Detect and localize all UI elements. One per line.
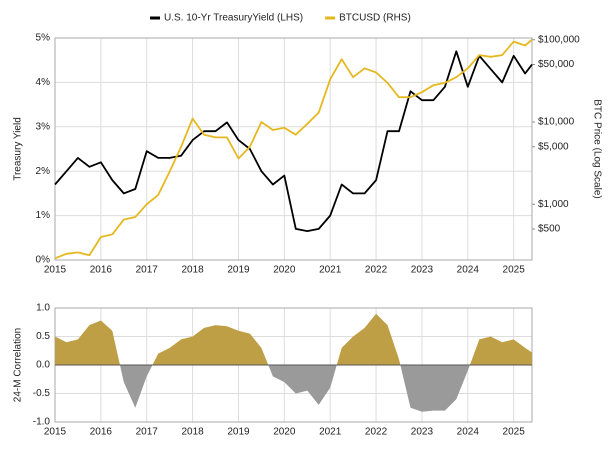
x-tick-label: 2023 bbox=[411, 265, 434, 276]
x-tick-label: 2024 bbox=[457, 265, 480, 276]
x-tick-label: 2016 bbox=[90, 427, 113, 438]
y-tick-label: -0.5 bbox=[33, 388, 51, 399]
x-tick-label: 2021 bbox=[319, 265, 342, 276]
y-tick-label: 1.0 bbox=[36, 303, 50, 314]
y-tick-label: 3% bbox=[36, 121, 51, 132]
series-line bbox=[54, 50, 533, 232]
x-tick-label: 2022 bbox=[365, 427, 388, 438]
x-tick-label: 2024 bbox=[457, 427, 480, 438]
y-tick-label: 1% bbox=[36, 210, 51, 221]
correlation-area bbox=[55, 313, 532, 412]
y-tick-label: 0.5 bbox=[36, 331, 50, 342]
y-axis-label: 24-M Correlation bbox=[13, 328, 24, 402]
y2-tick-label: $100,000 bbox=[538, 34, 580, 45]
x-tick-label: 2025 bbox=[503, 427, 526, 438]
legend-label: BTCUSD (RHS) bbox=[339, 13, 411, 24]
x-tick-label: 2018 bbox=[181, 427, 204, 438]
x-tick-label: 2020 bbox=[273, 265, 296, 276]
y-tick-label: 0.0 bbox=[36, 360, 50, 371]
y-tick-label: 2% bbox=[36, 166, 51, 177]
x-tick-label: 2018 bbox=[181, 265, 204, 276]
y-tick-label: -1.0 bbox=[33, 417, 51, 428]
legend-label: U.S. 10-Yr TreasuryYield (LHS) bbox=[164, 13, 303, 24]
y2-tick-label: $500 bbox=[538, 224, 561, 235]
y-tick-label: 5% bbox=[36, 33, 51, 44]
x-tick-label: 2019 bbox=[227, 265, 250, 276]
x-tick-label: 2023 bbox=[411, 427, 434, 438]
y-axis-label: Treasury Yield bbox=[13, 117, 24, 181]
plot-frame bbox=[54, 37, 533, 261]
x-tick-label: 2020 bbox=[273, 427, 296, 438]
y2-tick-label: $50,000 bbox=[538, 59, 575, 70]
x-tick-label: 2017 bbox=[136, 265, 159, 276]
x-tick-label: 2025 bbox=[503, 265, 526, 276]
series-line bbox=[54, 39, 533, 260]
x-tick-label: 2022 bbox=[365, 265, 388, 276]
y-tick-label: 0% bbox=[36, 255, 51, 266]
y2-tick-label: $5,000 bbox=[538, 141, 569, 152]
x-tick-label: 2021 bbox=[319, 427, 342, 438]
y-tick-label: 4% bbox=[36, 77, 51, 88]
x-tick-label: 2019 bbox=[227, 427, 250, 438]
y2-tick-label: $10,000 bbox=[538, 117, 575, 128]
y2-tick-label: $1,000 bbox=[538, 199, 569, 210]
y2-axis-label: BTC Price (Log Scale) bbox=[591, 99, 602, 198]
x-tick-label: 2015 bbox=[44, 427, 67, 438]
x-tick-label: 2016 bbox=[90, 265, 113, 276]
x-tick-label: 2017 bbox=[136, 427, 159, 438]
x-tick-label: 2015 bbox=[44, 265, 67, 276]
